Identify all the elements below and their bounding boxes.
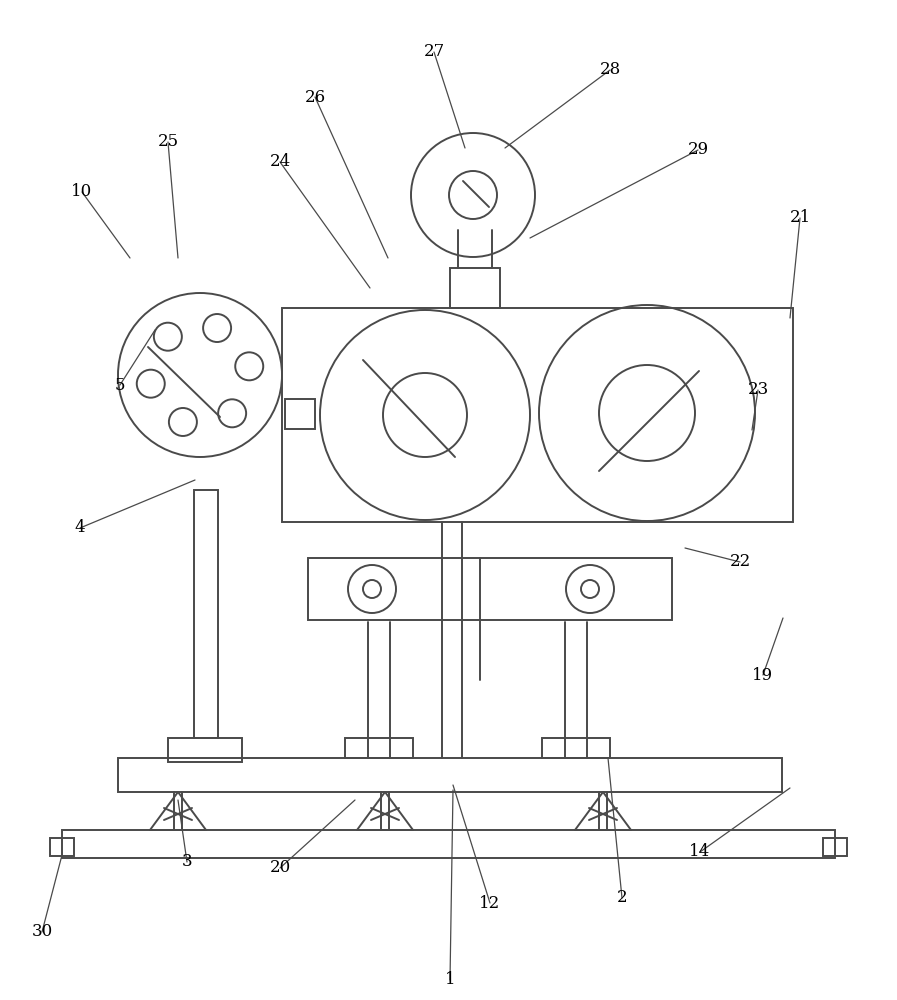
Text: 22: 22 [729,554,751,570]
Text: 20: 20 [269,859,291,876]
Bar [168,738,242,762]
Bar [118,758,782,792]
Bar [308,558,672,620]
Bar [50,838,74,856]
Text: 21: 21 [789,210,811,227]
Text: 26: 26 [304,89,326,105]
Bar [450,268,500,308]
Text: 1: 1 [445,972,456,988]
Text: 27: 27 [423,43,445,60]
Text: 28: 28 [599,62,621,79]
Text: 30: 30 [31,924,53,940]
Text: 25: 25 [158,133,179,150]
Bar [285,399,315,429]
Bar [62,830,835,858]
Bar [542,738,610,758]
Text: 24: 24 [269,153,291,170]
Text: 3: 3 [182,854,192,870]
Text: 14: 14 [690,844,710,860]
Text: 29: 29 [687,141,709,158]
Bar [345,738,413,758]
Text: 5: 5 [115,376,126,393]
Text: 2: 2 [616,890,627,906]
Text: 23: 23 [747,381,769,398]
Bar [282,308,793,522]
Text: 19: 19 [753,666,773,684]
Text: 12: 12 [479,894,501,912]
Text: 10: 10 [72,184,92,200]
Text: 4: 4 [74,520,85,536]
Bar [823,838,847,856]
Bar [194,490,218,738]
